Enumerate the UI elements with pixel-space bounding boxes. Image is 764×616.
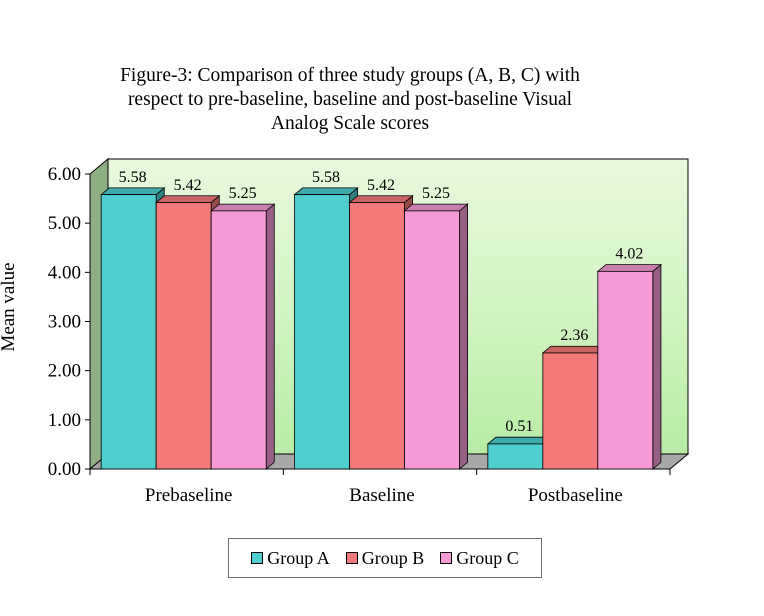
data-label: 0.51 — [505, 418, 533, 435]
bar-group-a-baseline-top — [293, 187, 359, 196]
bar-group-c-baseline-side — [459, 203, 469, 470]
bar-group-a-postbaseline-top — [486, 436, 553, 445]
chart-title: Figure-3: Comparison of three study grou… — [70, 64, 630, 136]
y-tick-label: 4.00 — [48, 262, 81, 283]
bar-group-a-baseline — [294, 194, 350, 470]
legend-label-group-c: Group C — [456, 547, 519, 568]
bar-group-c-baseline-top — [403, 203, 469, 212]
y-tick-label: 5.00 — [48, 213, 81, 234]
legend-swatch-group-b — [345, 552, 358, 564]
legend-item-group-b: Group B — [345, 547, 425, 569]
chart-legend: Group A Group B Group C — [228, 538, 542, 578]
bar-chart: 0.00 1.00 2.00 3.00 4.00 5.00 6.00 Prebaseline B… — [0, 157, 690, 506]
y-tick-label: 1.00 — [48, 410, 81, 431]
bar-group-b-postbaseline — [542, 352, 599, 470]
y-tick-label: 2.00 — [48, 361, 81, 382]
data-label: 5.58 — [312, 169, 340, 186]
data-label: 4.02 — [615, 246, 643, 263]
bar-group-c-postbaseline-side — [652, 263, 662, 470]
bar-group-c-prebaseline — [210, 210, 267, 470]
y-axis-title: Mean value — [0, 262, 19, 351]
chart-title-line-1: Figure-3: Comparison of three study grou… — [120, 65, 580, 86]
y-tick-label: 3.00 — [48, 312, 81, 333]
bar-group-b-baseline-top — [348, 195, 414, 203]
bar-group-b-postbaseline-top — [541, 345, 608, 354]
x-tick-label: Postbaseline — [528, 485, 623, 506]
bar-group-b-prebaseline — [155, 202, 212, 470]
data-label: 2.36 — [560, 327, 588, 344]
bar-group-c-prebaseline-top — [210, 203, 276, 212]
y-tick-label: 0.00 — [48, 459, 81, 480]
data-label: 5.42 — [367, 177, 395, 194]
bar-group-b-baseline — [349, 202, 405, 470]
bar-group-c-prebaseline-side — [265, 203, 275, 470]
legend-label-group-a: Group A — [267, 547, 330, 568]
data-label: 5.25 — [229, 185, 257, 202]
x-tick-label: Prebaseline — [145, 485, 233, 506]
legend-item-group-a: Group A — [251, 548, 330, 569]
legend-item-group-c: Group C — [440, 548, 519, 569]
bar-group-a-prebaseline — [100, 194, 157, 470]
bar-group-c-postbaseline — [597, 270, 654, 470]
legend-swatch-group-a — [251, 552, 264, 564]
data-label: 5.25 — [422, 185, 450, 202]
bar-group-c-postbaseline-top — [596, 264, 663, 272]
x-tick-label: Baseline — [349, 485, 414, 506]
chart-title-line-2: respect to pre-baseline, baseline and po… — [127, 89, 573, 110]
bar-group-c-baseline — [404, 210, 460, 470]
legend-swatch-group-c — [440, 552, 453, 564]
y-tick-label: 6.00 — [48, 164, 81, 185]
chart-title-line-3: Analog Scale scores — [270, 113, 430, 134]
data-label: 5.42 — [174, 177, 202, 194]
bar-group-b-prebaseline-top — [155, 195, 221, 203]
bar-group-a-postbaseline — [487, 443, 544, 470]
legend-label-group-b: Group B — [361, 547, 425, 568]
bar-group-a-prebaseline-top — [100, 187, 166, 196]
data-label: 5.58 — [119, 169, 147, 186]
